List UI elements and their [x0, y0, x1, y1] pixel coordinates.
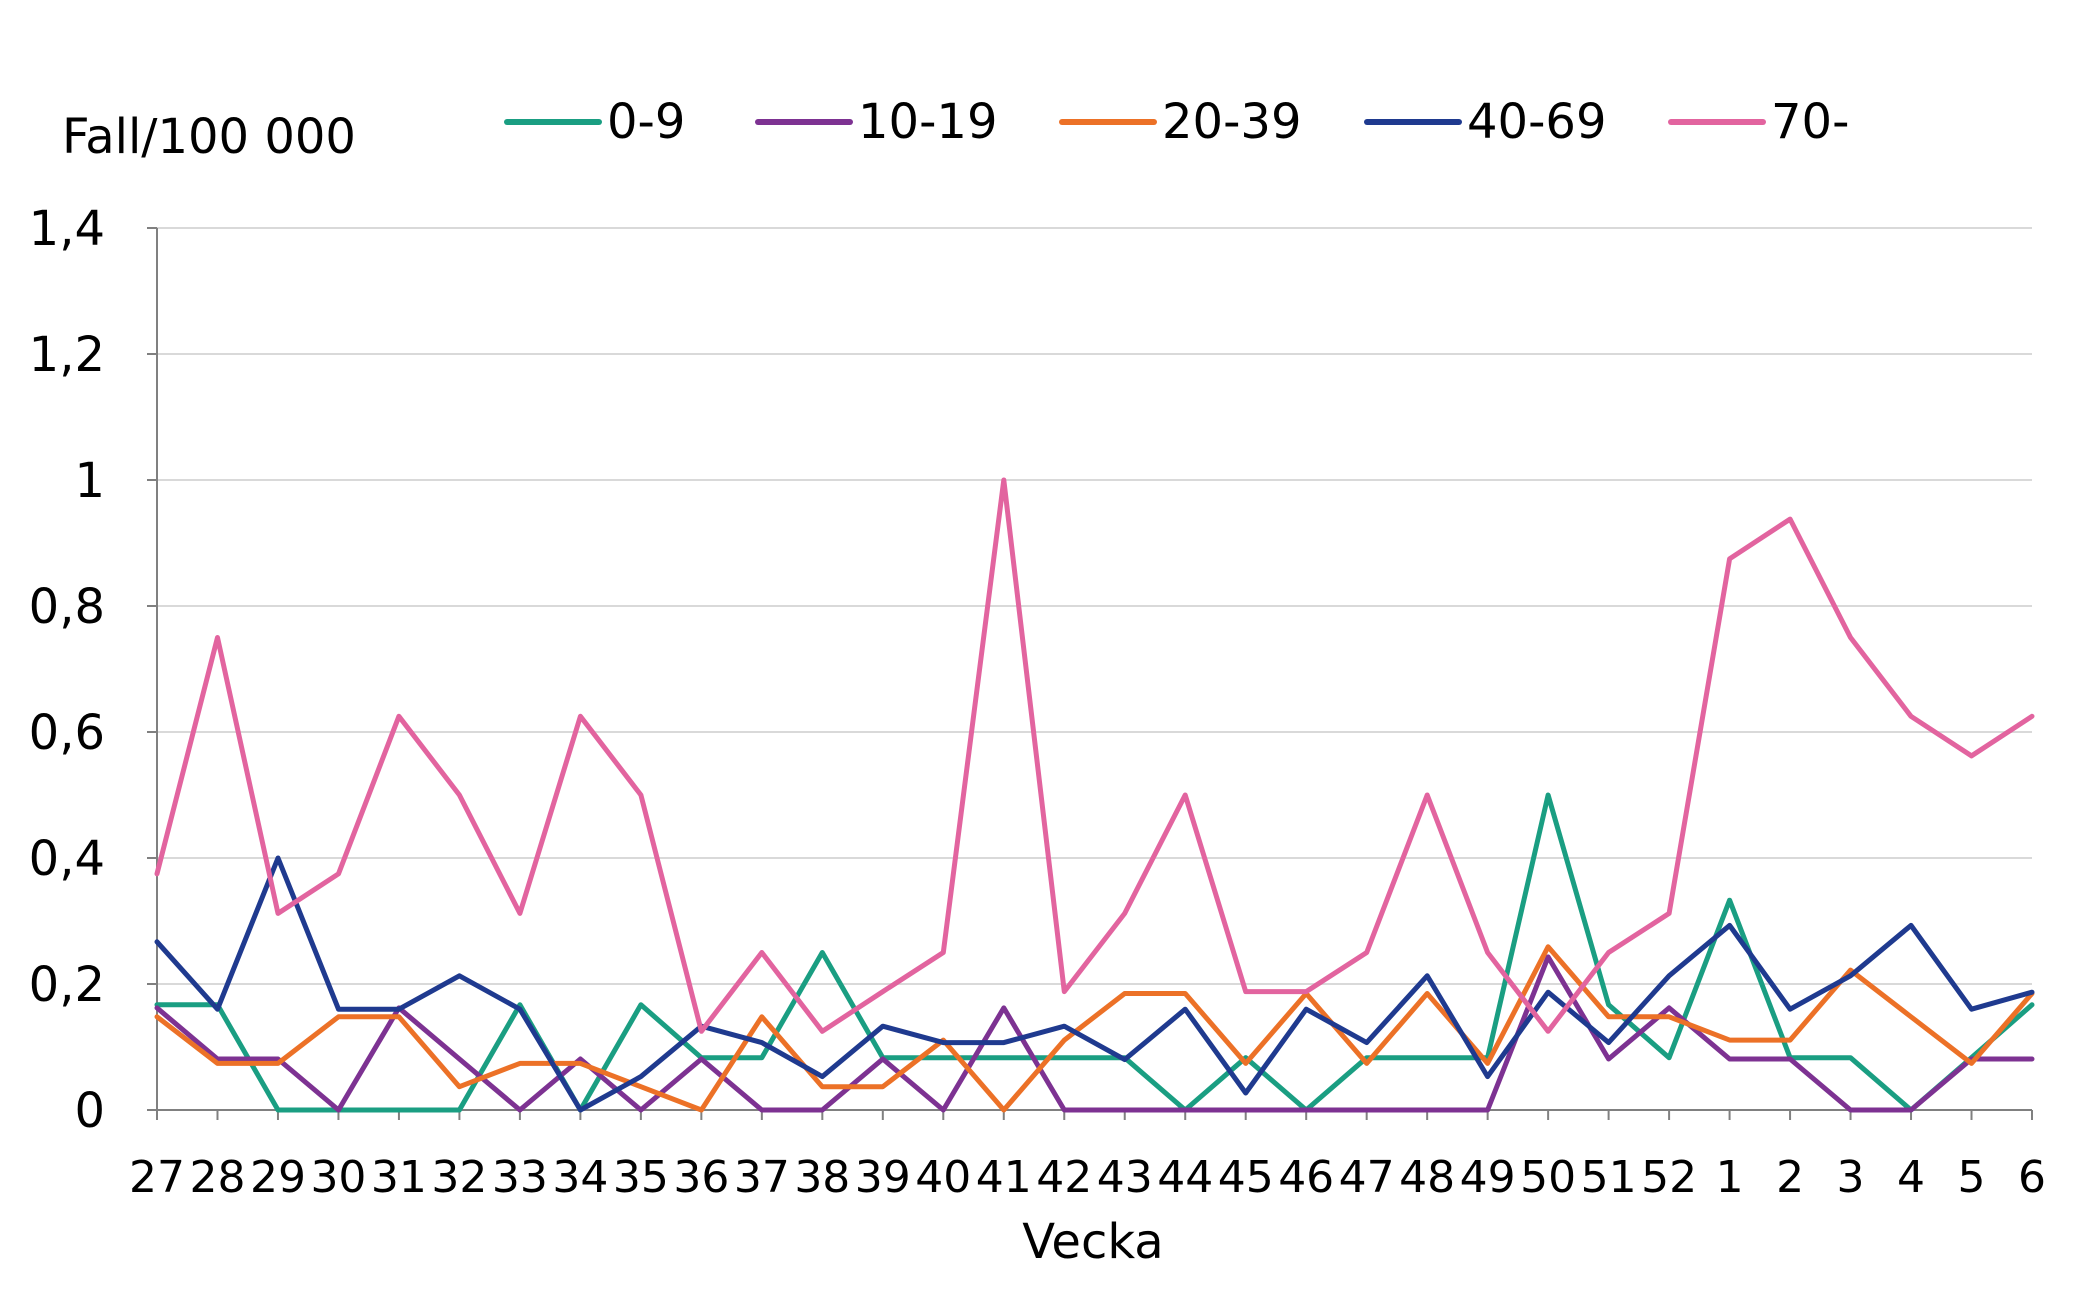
x-tick-label: 45 [1218, 1152, 1274, 1203]
x-tick-label: 36 [673, 1152, 729, 1203]
x-tick-label: 49 [1460, 1152, 1516, 1203]
x-tick-label: 30 [310, 1152, 366, 1203]
gridlines [157, 227, 2032, 985]
x-tick-label: 38 [794, 1152, 850, 1203]
y-tick-label: 0,8 [29, 579, 105, 635]
legend-item-0-9: 0-9 [504, 94, 685, 150]
y-tick-label: 1 [74, 453, 105, 509]
legend-item-10-19: 10-19 [755, 94, 997, 150]
legend-label: 40-69 [1467, 94, 1606, 150]
x-tick-label: 27 [129, 1152, 185, 1203]
x-tick-label: 1 [1716, 1152, 1744, 1203]
x-tick-label: 46 [1278, 1152, 1334, 1203]
x-tick-label: 42 [1036, 1152, 1092, 1203]
x-tick-label: 4 [1897, 1152, 1925, 1203]
series-line-10-19 [154, 954, 2035, 1113]
x-tick-label: 31 [371, 1152, 427, 1203]
series-lines [154, 477, 2035, 1113]
x-tick-label: 34 [552, 1152, 608, 1203]
legend-item-70-: 70- [1668, 94, 1849, 150]
x-tick-label: 48 [1399, 1152, 1455, 1203]
series-line-0-9 [154, 792, 2035, 1113]
x-tick-label: 47 [1339, 1152, 1395, 1203]
y-tick-labels: 0 0,2 0,4 0,6 0,8 1 1,2 1,4 [29, 201, 105, 1139]
series-line-20-39 [154, 944, 2035, 1113]
y-tick-label: 0,4 [29, 831, 105, 887]
legend-label: 70- [1771, 94, 1849, 150]
x-tick-label: 51 [1581, 1152, 1637, 1203]
x-tick-label: 50 [1520, 1152, 1576, 1203]
x-tick-labels: 27 28 29 30 31 32 33 34 35 36 37 38 39 40 41 42 43 44 45 46… [129, 1152, 2046, 1203]
x-tick-label: 37 [734, 1152, 790, 1203]
x-tick-label: 3 [1837, 1152, 1865, 1203]
y-tick-label: 0,2 [29, 957, 105, 1013]
x-tick-label: 33 [492, 1152, 548, 1203]
y-tick-label: 0,6 [29, 705, 105, 761]
legend-item-20-39: 20-39 [1059, 94, 1301, 150]
x-tick-label: 5 [1958, 1152, 1986, 1203]
x-tick-label: 43 [1097, 1152, 1153, 1203]
series-line-70- [154, 477, 2035, 1034]
x-axis-title: Vecka [1022, 1214, 1163, 1270]
x-tick-label: 44 [1157, 1152, 1213, 1203]
x-tick-label: 29 [250, 1152, 306, 1203]
legend-label: 0-9 [607, 94, 685, 150]
axes [147, 227, 2033, 1120]
x-tick-label: 39 [855, 1152, 911, 1203]
x-tick-label: 41 [976, 1152, 1032, 1203]
y-axis-title: Fall/100 000 [62, 109, 356, 165]
x-tick-label: 40 [915, 1152, 971, 1203]
legend-item-40-69: 40-69 [1364, 94, 1606, 150]
x-tick-label: 6 [2018, 1152, 2046, 1203]
legend-label: 10-19 [858, 94, 997, 150]
y-tick-label: 1,4 [29, 201, 105, 257]
x-tick-label: 52 [1641, 1152, 1697, 1203]
x-tick-label: 2 [1776, 1152, 1804, 1203]
y-tick-label: 1,2 [29, 327, 105, 383]
legend-label: 20-39 [1162, 94, 1301, 150]
x-tick-label: 35 [613, 1152, 669, 1203]
y-tick-label: 0 [74, 1083, 105, 1139]
x-tick-label: 32 [431, 1152, 487, 1203]
legend: 0-9 10-19 20-39 40-69 70- [504, 94, 1849, 150]
series-line-40-69 [154, 855, 2035, 1113]
x-tick-label: 28 [189, 1152, 245, 1203]
